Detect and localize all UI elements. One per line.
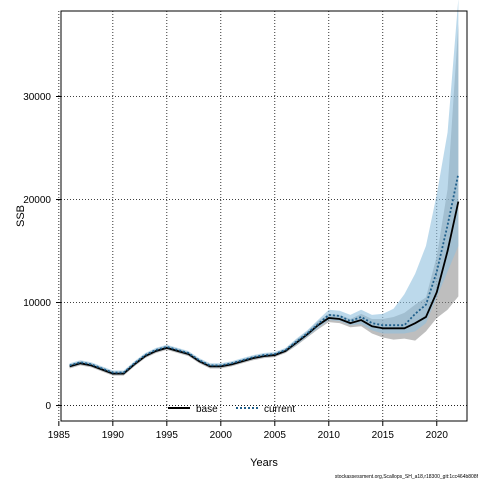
series-lines — [69, 173, 460, 375]
y-tick-label: 0 — [45, 401, 51, 412]
y-tick-label: 10000 — [23, 298, 51, 309]
y-tick-label: 20000 — [23, 195, 51, 206]
x-tick-label: 2000 — [210, 430, 233, 441]
legend-current-label: current — [264, 404, 295, 415]
series-line-current — [69, 173, 460, 374]
x-tick-label: 2010 — [318, 430, 341, 441]
x-axis: 1985 1990 1995 2000 2005 2010 2015 2020 — [48, 421, 449, 441]
x-tick-label: 1985 — [48, 430, 71, 441]
y-tick-label: 30000 — [23, 92, 51, 103]
x-tick-label: 1990 — [102, 430, 125, 441]
y-axis: 0 10000 20000 30000 — [23, 92, 61, 412]
legend-base-label: base — [196, 404, 218, 415]
y-axis-title: SSB — [15, 205, 27, 227]
x-tick-label: 2005 — [264, 430, 287, 441]
x-tick-label: 2015 — [372, 430, 395, 441]
x-axis-title: Years — [250, 457, 278, 469]
x-tick-label: 2020 — [426, 430, 449, 441]
x-tick-label: 1995 — [156, 430, 179, 441]
plot-frame — [60, 10, 468, 422]
source-footnote: stockassessment.org,Scallops_SH_a18,r183… — [335, 474, 479, 480]
legend: base current — [168, 404, 295, 415]
